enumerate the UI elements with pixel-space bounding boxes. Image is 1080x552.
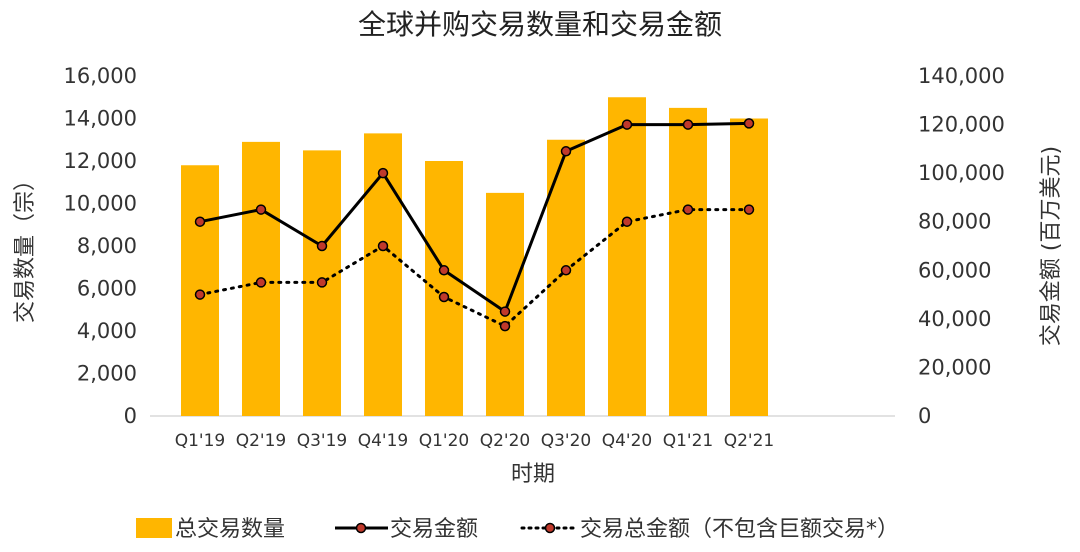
- y2-tick-label: 20,000: [918, 355, 991, 379]
- bars-group: [181, 97, 768, 416]
- x-axis-ticks: Q1'19 Q2'19 Q3'19 Q4'19 Q1'20 Q2'20 Q3'20 Q4'20…: [175, 431, 775, 451]
- legend-swatch-bar: [136, 518, 172, 538]
- legend-marker-line: [355, 522, 367, 534]
- deal-value-excl-mega-point: [316, 277, 328, 288]
- deal-value-point: [743, 118, 755, 129]
- bar: [608, 97, 646, 416]
- x-tick-label: Q2'19: [236, 431, 287, 451]
- legend-label-bar: 总交易数量: [175, 517, 285, 542]
- deal-value-point: [316, 240, 328, 252]
- legend: 总交易数量 交易金额 交易总金额（不包含巨额交易*）: [136, 517, 899, 542]
- x-axis-label: 时期: [511, 462, 555, 487]
- y-axis-ticks: 16,000 14,000 12,000 10,000 8,000 6,000 4,000 2…: [64, 64, 137, 428]
- x-tick-label: Q2'21: [724, 431, 775, 451]
- deal-value-point: [377, 167, 389, 179]
- deal-value-point: [194, 216, 206, 227]
- bar: [425, 161, 463, 416]
- y-tick-label: 14,000: [64, 107, 137, 131]
- y2-tick-label: 0: [918, 404, 931, 428]
- deal-value-excl-mega-point: [438, 291, 450, 303]
- bar: [547, 139, 585, 416]
- y-tick-label: 8,000: [77, 234, 137, 258]
- y-tick-label: 6,000: [77, 277, 137, 301]
- deal-value-excl-mega-point: [499, 320, 511, 332]
- y2-tick-label: 140,000: [918, 64, 1005, 88]
- x-tick-label: Q3'20: [541, 431, 592, 451]
- y2-tick-label: 40,000: [918, 307, 991, 331]
- legend-label-line: 交易金额: [390, 517, 478, 542]
- deal-value-point: [438, 265, 450, 276]
- y2-tick-label: 80,000: [918, 210, 991, 234]
- y2-tick-label: 100,000: [918, 161, 1005, 185]
- x-tick-label: Q1'19: [175, 431, 226, 451]
- legend-marker-dotted: [544, 522, 556, 534]
- x-tick-label: Q3'19: [297, 431, 348, 451]
- y-tick-label: 10,000: [64, 192, 137, 216]
- deal-value-excl-mega-point: [621, 216, 633, 227]
- x-tick-label: Q2'20: [480, 431, 531, 451]
- legend-label-dotted: 交易总金额（不包含巨额交易*）: [580, 517, 899, 542]
- bar: [486, 192, 524, 416]
- y2-tick-label: 120,000: [918, 113, 1005, 137]
- deal-value-point: [560, 146, 572, 157]
- deal-value-excl-mega-point: [560, 265, 572, 276]
- y2-axis-ticks: 140,000 120,000 100,000 80,000 60,000 40,000 2…: [918, 64, 1005, 428]
- x-tick-label: Q4'19: [358, 431, 409, 451]
- x-tick-label: Q4'20: [602, 431, 653, 451]
- y-tick-label: 2,000: [77, 362, 137, 386]
- deal-value-excl-mega-point: [194, 289, 206, 300]
- deal-value-excl-mega-line: [198, 208, 751, 328]
- deal-value-excl-mega-point: [377, 240, 389, 252]
- bar: [364, 133, 402, 416]
- chart-title: 全球并购交易数量和交易金额: [358, 8, 722, 41]
- x-tick-label: Q1'21: [663, 431, 714, 451]
- lines-group: [194, 118, 755, 332]
- y2-tick-label: 60,000: [918, 258, 991, 282]
- bar: [730, 118, 768, 416]
- deal-value-line: [199, 121, 750, 314]
- y-tick-label: 4,000: [77, 319, 137, 343]
- deal-value-point: [682, 119, 694, 130]
- y-tick-label: 16,000: [64, 64, 137, 88]
- x-tick-label: Q1'20: [419, 431, 470, 451]
- y-tick-label: 0: [124, 404, 137, 428]
- y-axis-label: 交易数量（宗）: [13, 169, 38, 323]
- deal-value-excl-mega-point: [743, 204, 755, 215]
- y-tick-label: 12,000: [64, 149, 137, 173]
- deal-value-point: [499, 306, 511, 317]
- bar: [669, 107, 707, 416]
- deal-value-point: [255, 204, 267, 215]
- deal-value-point: [621, 119, 633, 130]
- y2-axis-label: 交易金额 (百万美元): [1039, 146, 1064, 346]
- deal-value-excl-mega-point: [255, 277, 267, 288]
- deal-value-excl-mega-point: [682, 204, 694, 215]
